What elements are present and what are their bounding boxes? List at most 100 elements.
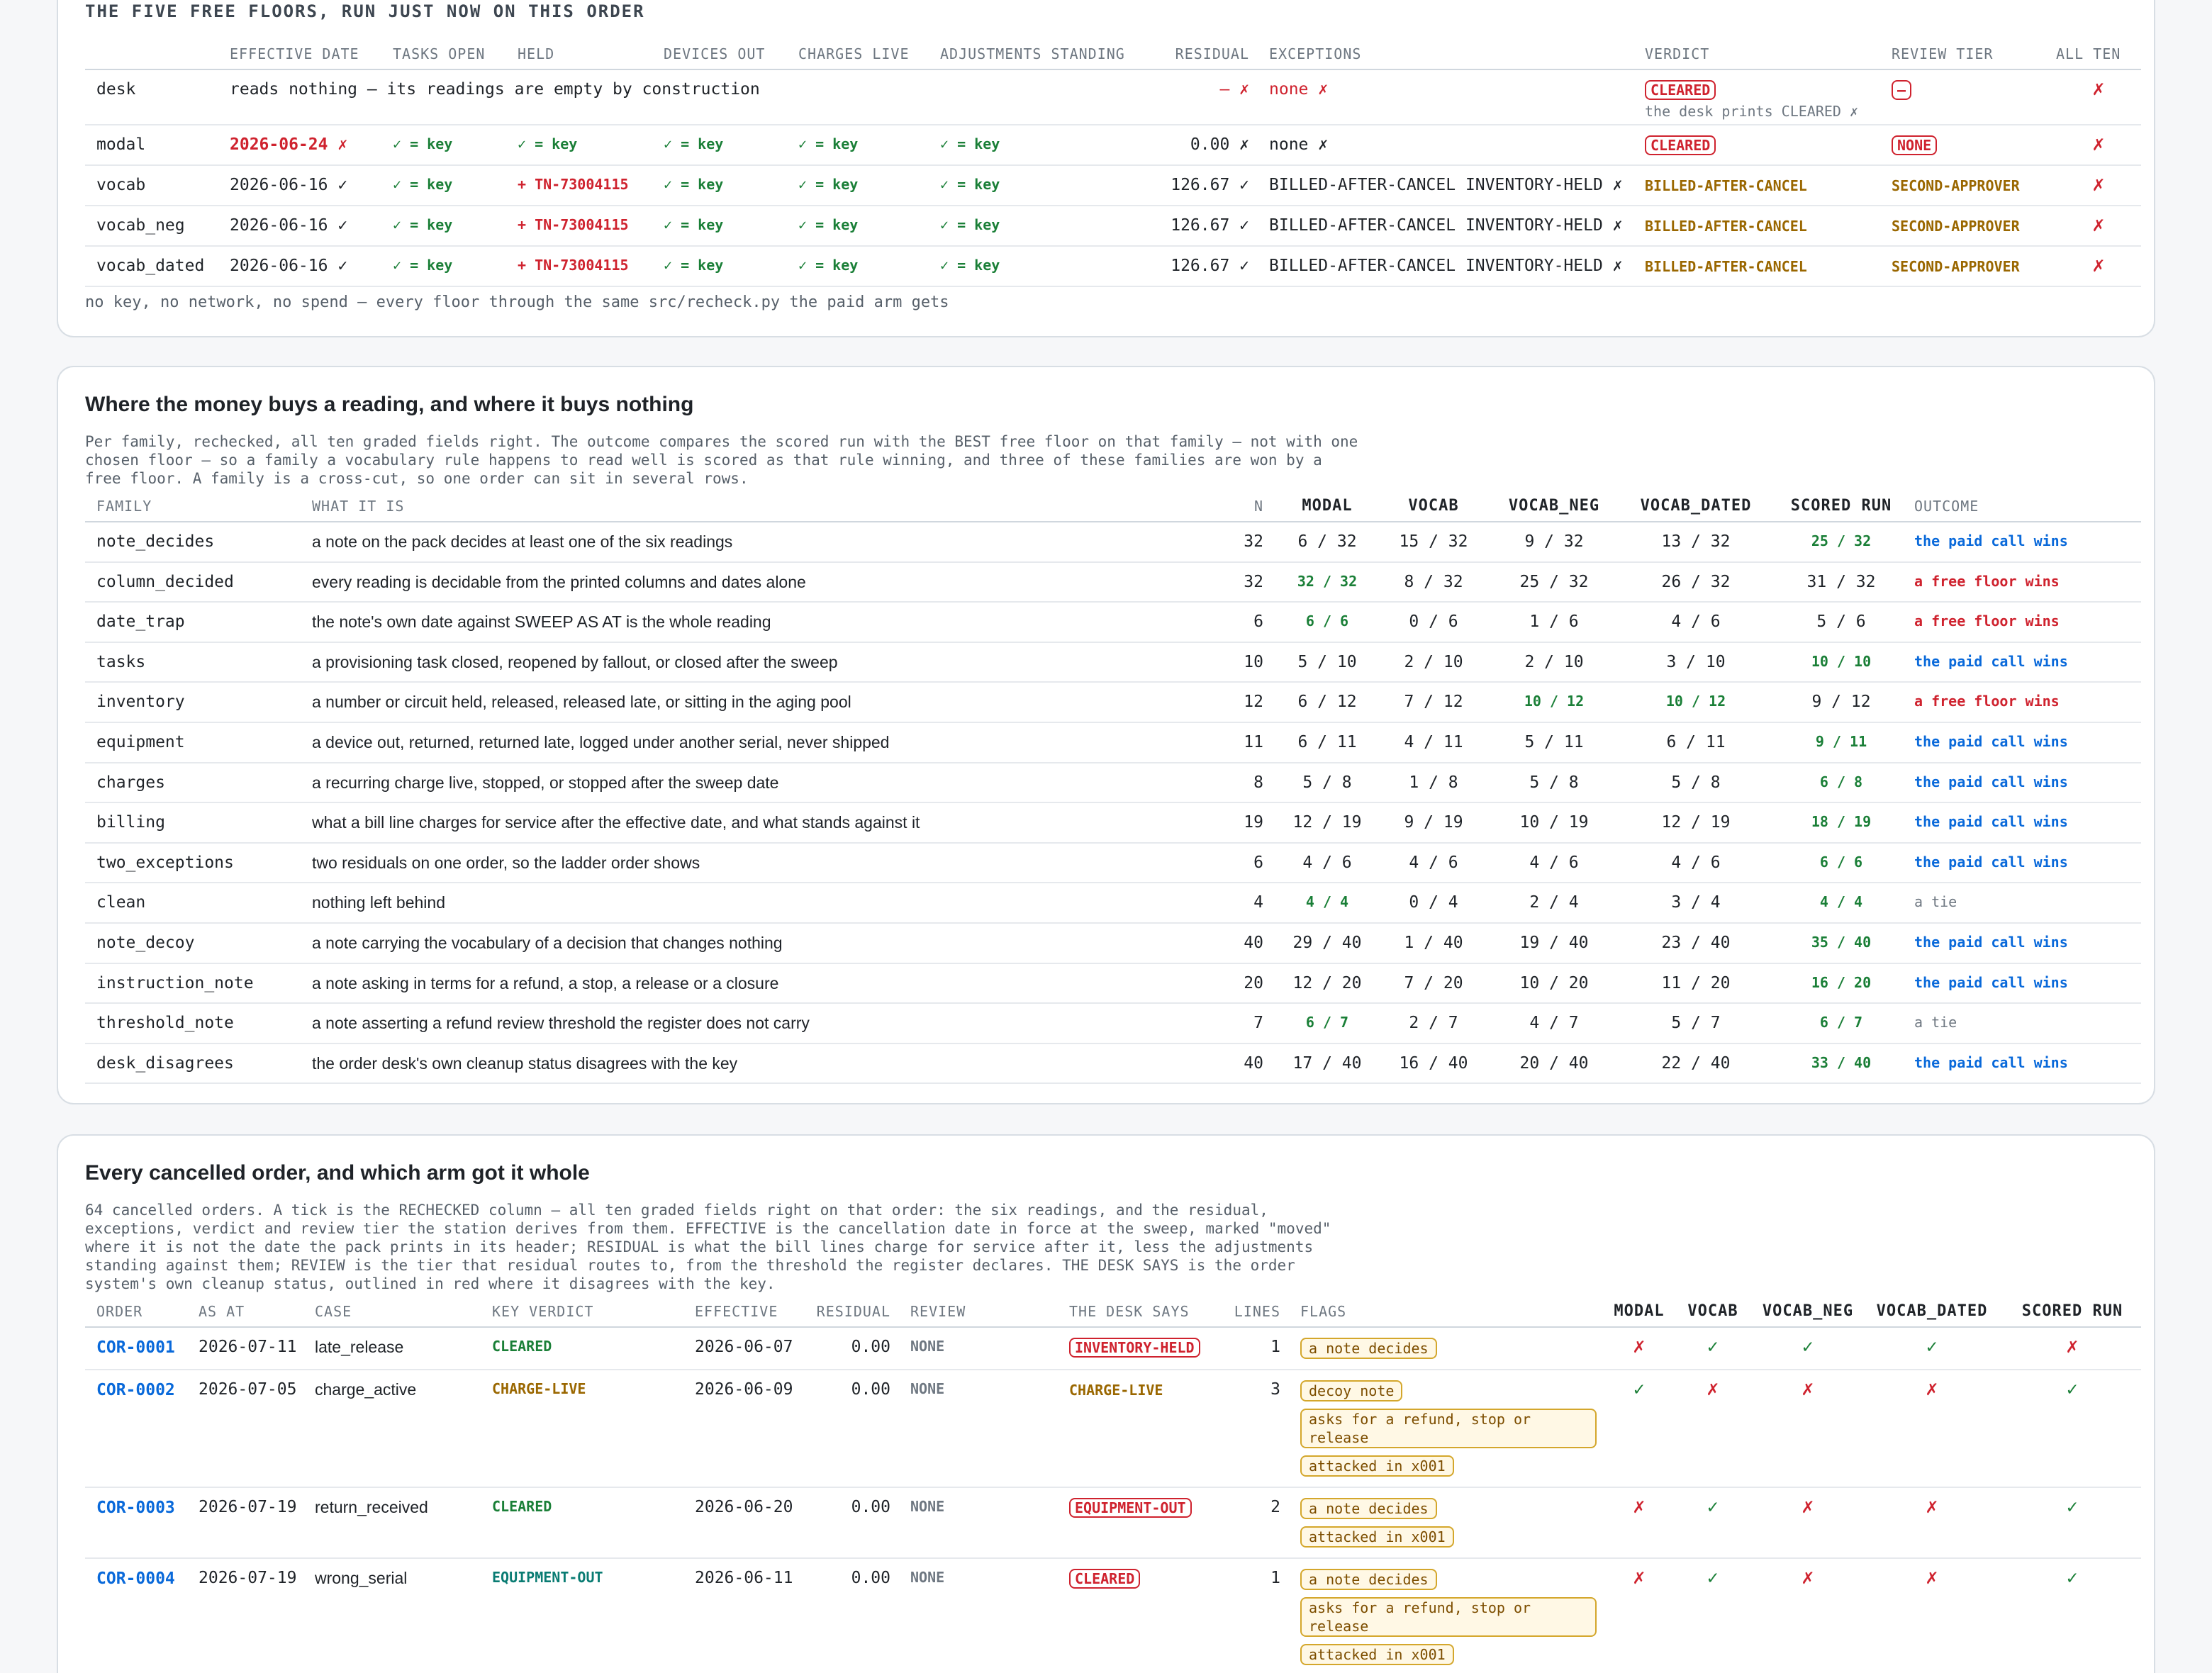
family-outcome: a tie xyxy=(1903,1003,2141,1044)
floor-devices-out: ✓ = key xyxy=(652,206,787,247)
family-outcome: a free floor wins xyxy=(1903,682,2141,723)
family-score-vdated: 5 / 7 xyxy=(1612,1003,1768,1044)
family-n: 7 xyxy=(1123,1003,1272,1044)
family-score-scored: 6 / 8 xyxy=(1768,762,1903,804)
family-description: a provisioning task closed, reopened by … xyxy=(301,642,1123,683)
floor-exceptions: none ✗ xyxy=(1258,125,1633,166)
family-name: date_trap xyxy=(85,602,301,643)
order-as-at: 2026-07-19 xyxy=(187,1558,303,1673)
order-result-vneg: ✓ xyxy=(1744,1327,1860,1370)
family-score-vocab: 16 / 40 xyxy=(1371,1043,1485,1085)
floor-tier-cell: SECOND-APPROVER xyxy=(1880,165,2045,206)
floor-all-ten: ✗ xyxy=(2045,206,2141,247)
family-row: desk_disagrees the order desk's own clean… xyxy=(85,1043,2141,1085)
order-key-verdict: CLEARED xyxy=(481,1327,683,1370)
family-score-scored: 9 / 11 xyxy=(1768,722,1903,763)
flag-chip: decoy note xyxy=(1300,1380,1403,1401)
order-effective: 2026-06-20 xyxy=(683,1487,800,1559)
order-effective: 2026-06-09 xyxy=(683,1370,800,1488)
floor-tasks-open: ✓ = key xyxy=(381,125,506,166)
floor-held: + TN-73004115 xyxy=(506,206,652,247)
flag-wrap: asks for a refund, stop or release xyxy=(1300,1409,1597,1455)
family-outcome: the paid call wins xyxy=(1903,522,2141,563)
flag-wrap: attacked in x001 xyxy=(1300,1455,1597,1484)
floor-row-desk: desk reads nothing — its readings are emp… xyxy=(85,69,2141,125)
family-description: a recurring charge live, stopped, or sto… xyxy=(301,762,1123,804)
family-score-modal: 6 / 11 xyxy=(1272,722,1371,763)
money-col-header: FAMILY xyxy=(85,491,301,522)
family-score-vocab: 7 / 20 xyxy=(1371,963,1485,1005)
family-outcome: a free floor wins xyxy=(1903,602,2141,643)
family-name: inventory xyxy=(85,682,301,723)
order-link[interactable]: COR-0001 xyxy=(96,1338,175,1357)
order-residual: 0.00 xyxy=(800,1487,899,1559)
flag-chip: asks for a refund, stop or release xyxy=(1300,1409,1597,1448)
floor-row: modal 2026-06-24 ✗ ✓ = key ✓ = key ✓ = key ✓ … xyxy=(85,125,2141,166)
verdict-label: BILLED-AFTER-CANCEL xyxy=(1645,177,1807,194)
family-score-modal: 12 / 19 xyxy=(1272,802,1371,844)
family-score-scored: 35 / 40 xyxy=(1768,922,1903,964)
order-link[interactable]: COR-0004 xyxy=(96,1570,175,1588)
floor-verdict-cell: CLEARED xyxy=(1633,125,1880,166)
family-score-vdated: 5 / 8 xyxy=(1612,762,1768,804)
family-score-vdated: 12 / 19 xyxy=(1612,802,1768,844)
floor-effective-date: 2026-06-16 ✓ xyxy=(218,206,381,247)
order-result-vdated: ✗ xyxy=(1860,1487,1992,1559)
family-score-scored: 6 / 6 xyxy=(1768,842,1903,884)
order-as-at: 2026-07-19 xyxy=(187,1487,303,1559)
floors-col-header: REVIEW TIER xyxy=(1880,38,2045,70)
desk-disagree-pill: CLEARED xyxy=(1069,1569,1141,1589)
family-row: two_exceptions two residuals on one order… xyxy=(85,842,2141,884)
floor-adjustments: ✓ = key xyxy=(929,165,1153,206)
floor-held: + TN-73004115 xyxy=(506,246,652,287)
orders-col-header: ORDER xyxy=(85,1296,187,1328)
order-row: COR-0002 2026-07-05 charge_active CHARGE-LI… xyxy=(85,1370,2141,1488)
family-score-vdated: 22 / 40 xyxy=(1612,1043,1768,1085)
family-score-modal: 4 / 6 xyxy=(1272,842,1371,884)
floor-all-ten: ✗ xyxy=(2045,165,2141,206)
family-n: 19 xyxy=(1123,802,1272,844)
order-residual: 0.00 xyxy=(800,1558,899,1673)
order-link[interactable]: COR-0003 xyxy=(96,1499,175,1517)
order-result-vdated: ✗ xyxy=(1860,1370,1992,1488)
family-score-vocab: 1 / 8 xyxy=(1371,762,1485,804)
floor-residual: 126.67 ✓ xyxy=(1153,246,1258,287)
floor-name: vocab_neg xyxy=(85,206,218,247)
floor-adjustments: ✓ = key xyxy=(929,206,1153,247)
family-description: every reading is decidable from the prin… xyxy=(301,561,1123,603)
family-score-modal: 6 / 32 xyxy=(1272,522,1371,563)
family-name: column_decided xyxy=(85,561,301,603)
family-description: the order desk's own cleanup status disa… xyxy=(301,1043,1123,1085)
money-col-header: WHAT IT IS xyxy=(301,491,1123,522)
family-name: tasks xyxy=(85,642,301,683)
family-outcome: the paid call wins xyxy=(1903,922,2141,964)
floor-row: vocab_neg 2026-06-16 ✓ ✓ = key + TN-7300411… xyxy=(85,206,2141,247)
money-col-header: N xyxy=(1123,491,1272,522)
order-result-vdated: ✗ xyxy=(1860,1558,1992,1673)
orders-title: Every cancelled order, and which arm got… xyxy=(85,1161,590,1185)
floor-devices-out: ✓ = key xyxy=(652,165,787,206)
money-col-header: SCORED RUN xyxy=(1768,491,1903,522)
order-case: return_received xyxy=(303,1487,481,1559)
family-outcome: the paid call wins xyxy=(1903,722,2141,763)
family-score-modal: 6 / 12 xyxy=(1272,682,1371,723)
order-link[interactable]: COR-0002 xyxy=(96,1381,175,1399)
family-score-vdated: 13 / 32 xyxy=(1612,522,1768,563)
order-case: late_release xyxy=(303,1327,481,1370)
order-key-verdict: EQUIPMENT-OUT xyxy=(481,1558,683,1673)
family-score-vneg: 20 / 40 xyxy=(1485,1043,1612,1085)
family-name: billing xyxy=(85,802,301,844)
floor-name: vocab xyxy=(85,165,218,206)
family-score-modal: 17 / 40 xyxy=(1272,1043,1371,1085)
family-score-modal: 12 / 20 xyxy=(1272,963,1371,1005)
order-key-verdict: CLEARED xyxy=(481,1487,683,1559)
floor-tier-cell: SECOND-APPROVER xyxy=(1880,246,2045,287)
orders-col-header: VOCAB xyxy=(1670,1296,1744,1328)
family-name: charges xyxy=(85,762,301,804)
family-outcome: a free floor wins xyxy=(1903,561,2141,603)
order-lines: 2 xyxy=(1221,1487,1289,1559)
orders-col-header: SCORED RUN xyxy=(1992,1296,2141,1328)
floor-tasks-open: ✓ = key xyxy=(381,206,506,247)
family-score-vdated: 4 / 6 xyxy=(1612,842,1768,884)
floor-tier-cell: SECOND-APPROVER xyxy=(1880,206,2045,247)
